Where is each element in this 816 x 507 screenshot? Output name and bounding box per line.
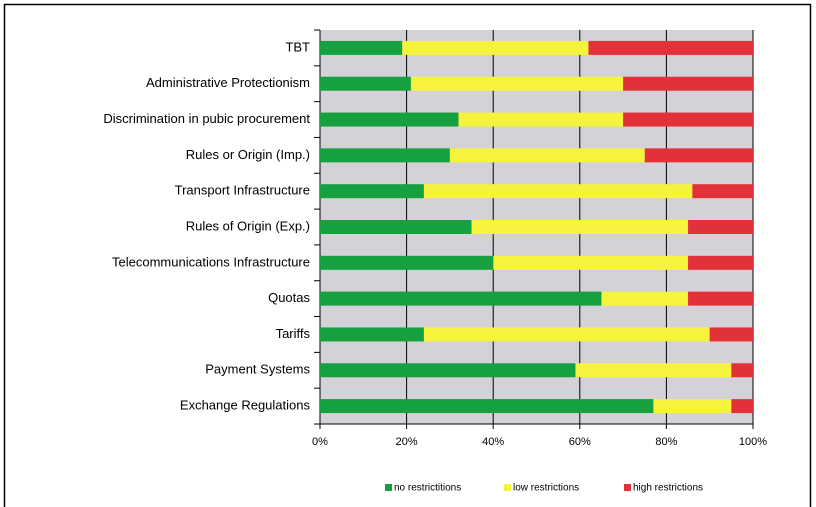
bar-segment [320, 40, 403, 55]
bar-segment [402, 40, 589, 55]
bar-segment [320, 220, 472, 234]
x-tick-label: 100% [739, 436, 767, 448]
y-tick-label: Tariffs [276, 326, 311, 341]
legend-swatch [385, 484, 392, 491]
bar-segment [320, 255, 494, 270]
x-tick-label: 80% [655, 436, 677, 448]
bar-segment [471, 220, 689, 234]
bar-segment [601, 291, 689, 306]
bar-segment [320, 112, 459, 127]
bar-segment [423, 184, 693, 199]
bar-segment [320, 291, 602, 306]
legend-swatch [624, 484, 631, 491]
legend-swatch [504, 484, 511, 491]
bar-segment [731, 363, 753, 378]
bar-segment [320, 76, 411, 91]
bar-segment [320, 399, 654, 414]
y-tick-label: TBT [285, 39, 310, 54]
bar-segment [623, 76, 753, 91]
bar-segment [688, 220, 753, 234]
legend-label: high restrictions [633, 483, 703, 494]
y-tick-label: Transport Infrastructure [175, 183, 310, 198]
bar-segment [688, 255, 753, 270]
x-tick-label: 60% [569, 436, 591, 448]
bar-segment [588, 40, 753, 55]
y-tick-label: Exchange Regulations [180, 398, 311, 413]
bar-segment [493, 255, 689, 270]
bar-segment [410, 76, 624, 91]
legend-label: low restrictions [513, 483, 579, 494]
y-tick-label: Rules or Origin (Imp.) [186, 147, 310, 162]
bar-segment [320, 363, 576, 378]
bar-segment [644, 148, 753, 163]
bar-segment [458, 112, 624, 127]
y-tick-label: Administrative Protectionism [146, 75, 310, 90]
x-tick-label: 0% [312, 436, 328, 448]
bar-segment [623, 112, 753, 127]
x-tick-label: 20% [396, 436, 418, 448]
bar-segment [575, 363, 732, 378]
x-tick-label: 40% [482, 436, 504, 448]
bar-segment [692, 184, 753, 199]
bar-segment [320, 327, 424, 342]
y-tick-label: Quotas [268, 290, 310, 305]
bar-segment [320, 184, 424, 199]
bar-segment [449, 148, 645, 163]
bar-segment [688, 291, 753, 306]
bar-segment [709, 327, 753, 342]
legend-label: no restrictitions [394, 483, 461, 494]
bar-segment [320, 148, 450, 163]
y-tick-label: Telecommunications Infrastructure [112, 254, 310, 269]
bar-segment [731, 399, 753, 414]
bar-segment [423, 327, 710, 342]
y-tick-label: Discrimination in pubic procurement [103, 111, 310, 126]
y-tick-label: Payment Systems [205, 362, 310, 377]
y-tick-label: Rules of Origin (Exp.) [186, 218, 310, 233]
bar-segment [653, 399, 732, 414]
